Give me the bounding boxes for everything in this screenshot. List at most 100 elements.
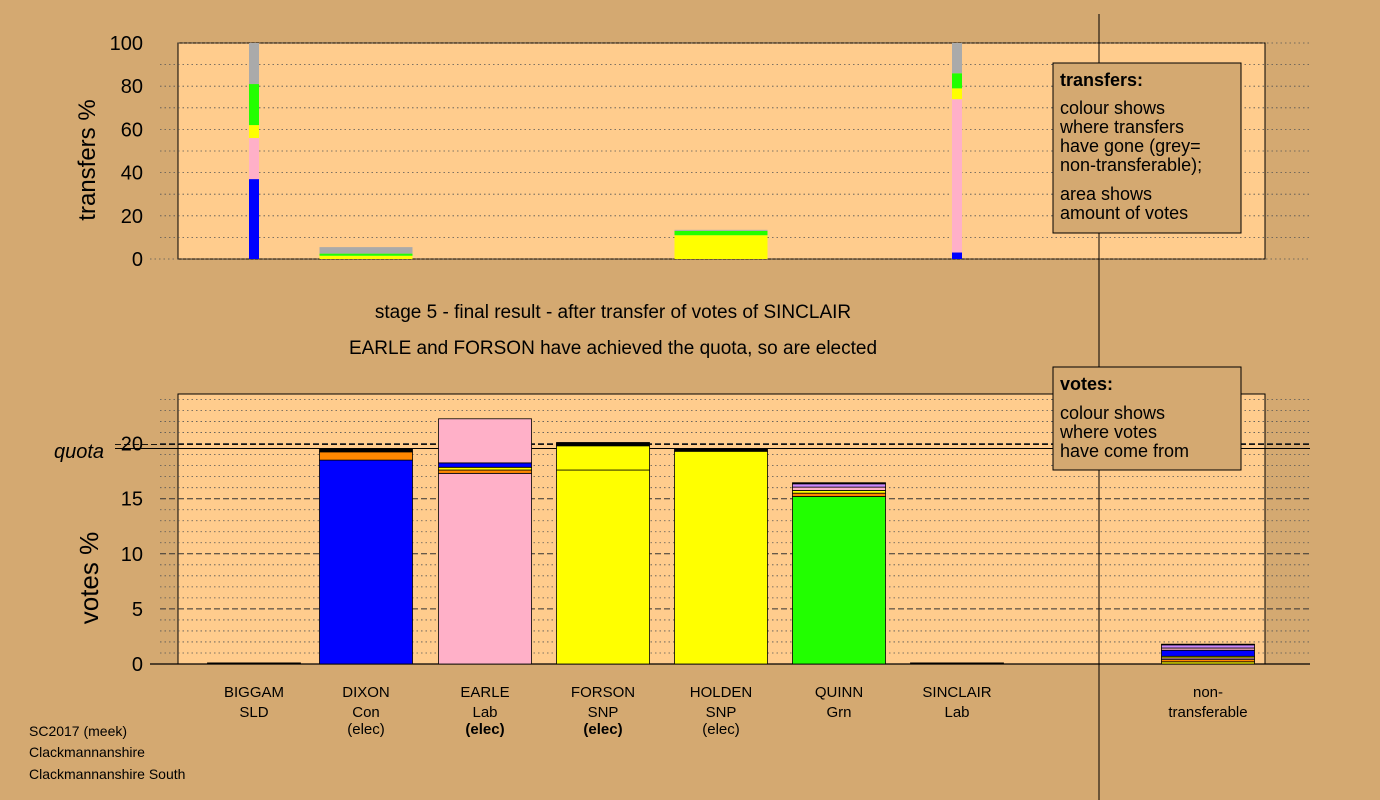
y-tick-label: 60	[121, 119, 143, 141]
transfer-bar-segment	[249, 179, 259, 259]
candidate-name: BIGGAM	[224, 684, 284, 701]
vote-bar-segment	[556, 469, 650, 665]
transfer-bar-segment	[319, 255, 413, 259]
candidate-label: EARLE Lab(elec)	[460, 684, 509, 738]
transfers-legend-title: transfers:	[1060, 70, 1143, 90]
candidate-name: HOLDEN	[690, 684, 753, 701]
vote-bar-segment	[792, 492, 886, 497]
candidate-name: DIXON	[342, 684, 390, 701]
transfers-legend-line: have gone (grey=	[1060, 136, 1201, 156]
nontransferable-label: non-	[1193, 684, 1223, 701]
candidate-party: Lab	[944, 704, 969, 721]
y-tick-label: 20	[121, 434, 143, 456]
votes-legend-line: where votes	[1059, 422, 1157, 442]
vote-bar-segment	[910, 662, 1004, 665]
y-tick-label: 0	[132, 654, 143, 676]
votes-legend-line: colour shows	[1060, 403, 1165, 423]
vote-bar-segment	[319, 459, 413, 665]
elected-text: EARLE and FORSON have achieved the quota…	[349, 338, 877, 359]
candidate-label: HOLDEN SNP(elec)	[690, 684, 753, 738]
candidate-labels: BIGGAMSLDDIXONCon(elec)EARLELab(elec)FOR…	[224, 684, 992, 738]
transfer-bar-segment	[674, 235, 768, 259]
candidate-party: Grn	[826, 704, 851, 721]
candidate-name: SINCLAIR	[922, 684, 991, 701]
transfer-bar-segment	[249, 138, 259, 180]
candidate-label: FORSON SNP(elec)	[571, 684, 635, 738]
candidate-name: EARLE	[460, 684, 509, 701]
candidate-status: (elec)	[465, 721, 504, 738]
stage-text: stage 5 - final result - after transfer …	[375, 302, 851, 323]
y-tick-label: 40	[121, 163, 143, 185]
y-tick-label: 80	[121, 76, 143, 98]
transfer-bar-segment	[952, 99, 962, 253]
vote-bar-segment	[319, 451, 413, 461]
votes-legend-title: votes:	[1060, 374, 1113, 394]
vote-bar-segment	[438, 472, 532, 665]
candidate-status: (elec)	[347, 721, 385, 738]
footer-election: SC2017 (meek)	[29, 723, 127, 739]
candidate-name: FORSON	[571, 684, 635, 701]
transfers-legend-line: where transfers	[1059, 117, 1184, 137]
nontransferable-label: transferable	[1168, 704, 1247, 721]
vote-bar-segment	[207, 662, 301, 665]
transfers-legend-line: amount of votes	[1060, 203, 1188, 223]
y-tick-label: 20	[121, 206, 143, 228]
transfers-legend-line: area shows	[1060, 184, 1152, 204]
quota-label: quota	[54, 441, 104, 463]
vote-bar-segment	[792, 482, 886, 485]
vote-bar-segment	[556, 445, 650, 471]
candidate-name: QUINN	[815, 684, 863, 701]
candidate-party: SNP	[588, 704, 619, 721]
vote-bar-segment	[1161, 643, 1255, 646]
candidate-label: DIXON Con(elec)	[342, 684, 390, 738]
vote-bar-segment	[438, 466, 532, 471]
transfer-bar-segment	[249, 84, 259, 126]
candidate-label: BIGGAM SLD	[224, 684, 284, 721]
transfers-axis-label: transfers %	[74, 99, 101, 220]
candidate-label: QUINN Grn	[815, 684, 863, 721]
votes-legend-line: have come from	[1060, 441, 1189, 461]
vote-bar-segment	[438, 462, 532, 468]
candidate-party: Con	[352, 704, 380, 721]
transfer-bar-segment	[319, 247, 413, 254]
vote-bar-segment	[792, 486, 886, 491]
candidate-party: Lab	[472, 704, 497, 721]
candidate-party: SLD	[239, 704, 268, 721]
vote-bar-segment	[792, 496, 886, 665]
vote-bar-segment	[1161, 649, 1255, 657]
transfer-bar-segment	[674, 230, 768, 236]
y-tick-label: 0	[132, 249, 143, 271]
vote-bar-segment	[674, 448, 768, 452]
vote-bar-segment	[319, 448, 413, 453]
votes-legend: votes: colour shows where votes have com…	[1052, 366, 1242, 471]
candidate-party: SNP	[706, 704, 737, 721]
candidate-status: (elec)	[702, 721, 740, 738]
votes-axis-label: votes %	[74, 532, 104, 625]
candidate-status: (elec)	[583, 721, 622, 738]
candidate-label: SINCLAIR Lab	[922, 684, 991, 721]
transfer-bar-segment	[249, 125, 259, 139]
y-tick-label: 15	[121, 489, 143, 511]
footer-council: Clackmannanshire	[29, 744, 145, 760]
transfer-bar-segment	[319, 253, 413, 256]
transfer-bar-segment	[952, 252, 962, 259]
transfer-bar-segment	[674, 229, 768, 231]
vote-bar-segment	[792, 490, 886, 494]
transfers-legend: transfers: colour shows where transfers …	[1052, 62, 1242, 234]
vote-bar-segment	[674, 450, 768, 665]
transfer-bar-segment	[952, 43, 962, 74]
y-tick-label: 10	[121, 544, 143, 566]
vote-bar-segment	[792, 483, 886, 488]
y-tick-label: 5	[132, 599, 143, 621]
footer-ward: Clackmannanshire South	[29, 766, 185, 782]
vote-bar-segment	[438, 469, 532, 474]
transfers-legend-line: non-transferable);	[1060, 155, 1202, 175]
transfer-bar-segment	[952, 73, 962, 89]
transfer-bar-segment	[249, 43, 259, 85]
vote-bar-segment	[438, 418, 532, 464]
transfers-legend-line: colour shows	[1060, 98, 1165, 118]
vote-bar-segment	[556, 442, 650, 447]
y-tick-label: 100	[110, 33, 143, 55]
transfer-bar-segment	[952, 88, 962, 100]
